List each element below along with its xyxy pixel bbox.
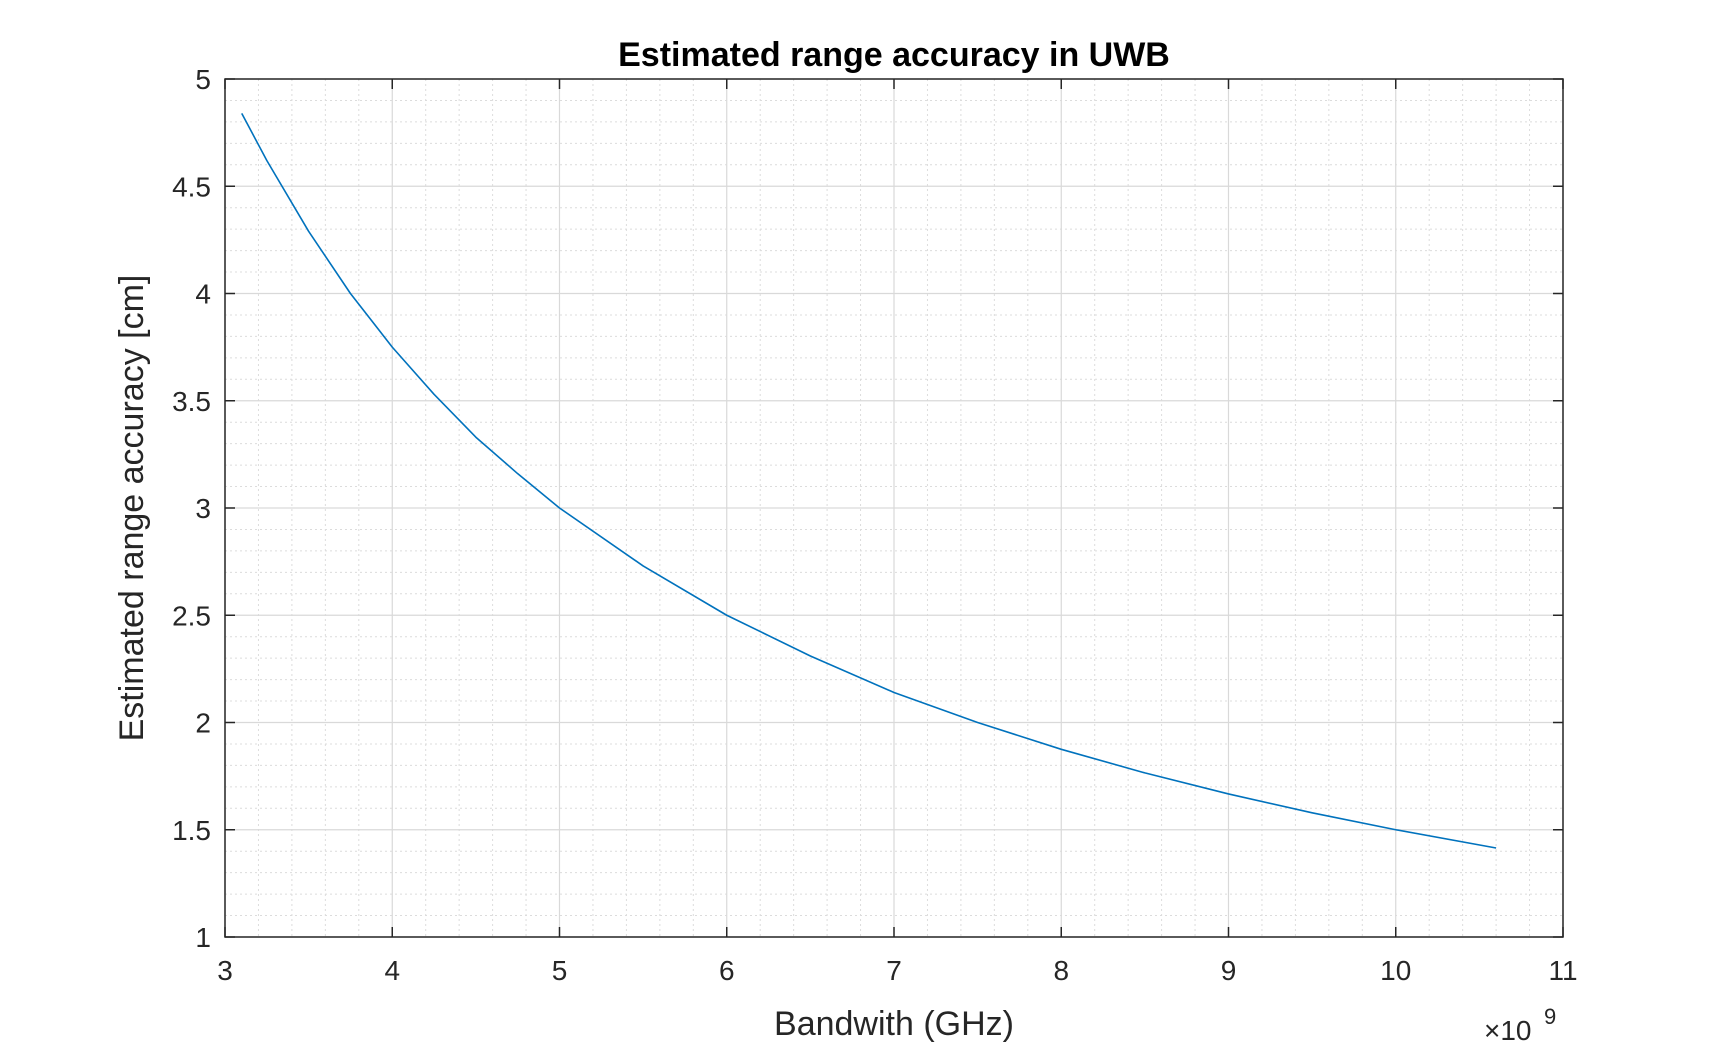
x-exponent-multiplier: ×10 — [1484, 1015, 1532, 1046]
y-tick-label: 2 — [195, 708, 211, 739]
x-tick-label: 9 — [1221, 955, 1237, 986]
x-axis-label: Bandwith (GHz) — [774, 1005, 1014, 1043]
x-tick-label: 4 — [384, 955, 400, 986]
y-axis-label: Estimated range accuracy [cm] — [113, 275, 151, 742]
y-tick-label: 1 — [195, 922, 211, 953]
y-tick-label: 1.5 — [172, 815, 211, 846]
x-tick-label: 3 — [217, 955, 233, 986]
series-line — [241, 112, 1497, 849]
y-tick-label: 4 — [195, 279, 211, 310]
plot-area: 3 4 5 6 7 8 9 10 11 1 1.5 2 2.5 3 3.5 4 4.5 5 — [172, 64, 1577, 986]
y-tick-label: 4.5 — [172, 171, 211, 202]
y-tick-label: 3.5 — [172, 386, 211, 417]
x-tick-label: 5 — [552, 955, 568, 986]
x-tick-label: 8 — [1053, 955, 1069, 986]
y-tick-label: 5 — [195, 64, 211, 95]
minor-grid — [225, 79, 1563, 937]
chart-title: Estimated range accuracy in UWB — [618, 36, 1170, 74]
ticks-layer — [224, 78, 1564, 938]
y-tick-label: 3 — [195, 493, 211, 524]
x-tick-labels: 3 4 5 6 7 8 9 10 11 — [217, 955, 1577, 986]
x-tick-label: 11 — [1548, 955, 1577, 986]
y-tick-labels: 1 1.5 2 2.5 3 3.5 4 4.5 5 — [172, 64, 211, 953]
x-tick-label: 7 — [886, 955, 902, 986]
series-layer — [241, 112, 1497, 849]
x-exponent-power: 9 — [1544, 1004, 1556, 1029]
x-exponent-label: ×10 9 — [1484, 1004, 1556, 1046]
y-tick-label: 2.5 — [172, 600, 211, 631]
x-tick-label: 6 — [719, 955, 735, 986]
x-tick-label: 10 — [1380, 955, 1411, 986]
